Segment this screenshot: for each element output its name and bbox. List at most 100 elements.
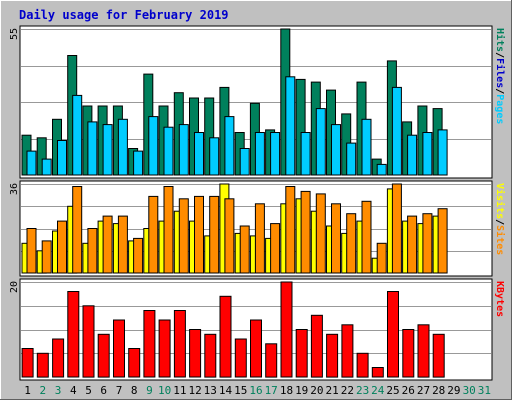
bar-sites-day-23 <box>361 200 372 274</box>
x-tick-label-day-19: 19 <box>295 384 308 397</box>
bar-kbytes-day-3 <box>52 338 65 378</box>
bar-kbytes-day-2 <box>36 352 49 378</box>
bar-sites-day-1 <box>26 228 37 274</box>
bar-kbytes-day-1 <box>21 348 34 378</box>
bar-files-day-19 <box>300 132 311 176</box>
bar-sites-day-15 <box>239 225 250 274</box>
bar-kbytes-day-9 <box>143 310 156 378</box>
bar-sites-day-19 <box>300 190 311 274</box>
bar-kbytes-day-25 <box>387 291 399 378</box>
bar-kbytes-day-11 <box>173 310 186 378</box>
x-tick-label-day-17: 17 <box>265 384 278 397</box>
bar-files-day-1 <box>26 150 37 176</box>
x-tick-label-day-26: 26 <box>402 384 415 397</box>
bar-kbytes-day-13 <box>204 333 217 378</box>
bar-sites-day-27 <box>422 213 433 274</box>
bar-sites-day-13 <box>209 195 220 274</box>
bar-sites-day-11 <box>178 198 189 274</box>
bar-files-day-13 <box>209 137 220 176</box>
bar-sites-day-7 <box>117 215 128 274</box>
x-tick-label-day-29: 29 <box>447 384 460 397</box>
bar-kbytes-day-22 <box>341 324 354 378</box>
bar-kbytes-day-17 <box>265 343 278 378</box>
bar-sites-day-18 <box>285 186 296 274</box>
bar-kbytes-day-7 <box>113 319 125 378</box>
bar-files-day-28 <box>437 129 448 176</box>
bar-files-day-21 <box>331 124 341 176</box>
x-tick-label-day-25: 25 <box>386 384 399 397</box>
legend-separator: / <box>494 52 505 58</box>
bar-kbytes-day-15 <box>234 338 247 378</box>
bar-kbytes-day-5 <box>82 305 95 378</box>
legend-sites: Sites <box>494 225 506 255</box>
bar-sites-day-21 <box>331 203 341 274</box>
bar-files-day-10 <box>163 126 174 176</box>
bar-kbytes-day-6 <box>97 333 110 378</box>
bar-sites-day-24 <box>376 242 387 274</box>
chart-title: Daily usage for February 2019 <box>19 8 229 22</box>
legend-separator: / <box>494 219 505 225</box>
bar-files-day-12 <box>194 132 204 176</box>
bar-files-day-5 <box>87 121 98 176</box>
bar-kbytes-day-20 <box>310 314 323 378</box>
bar-kbytes-day-10 <box>158 319 171 378</box>
x-tick-label-day-20: 20 <box>310 384 323 397</box>
x-tick-label-day-23: 23 <box>356 384 369 397</box>
panel-hits-files-legend: Hits/Files/Pages <box>494 28 506 124</box>
bar-kbytes-day-26 <box>402 329 415 378</box>
x-tick-label-day-9: 9 <box>146 384 153 397</box>
x-tick-label-day-10: 10 <box>158 384 171 397</box>
bar-files-day-7 <box>117 118 128 176</box>
x-tick-label-day-11: 11 <box>173 384 186 397</box>
bar-kbytes-day-24 <box>371 367 384 378</box>
legend-pages: Pages <box>494 94 505 124</box>
legend-files: Files <box>494 58 506 88</box>
bar-files-day-22 <box>346 142 357 176</box>
panel-kbytes-legend: KBytes <box>494 281 505 317</box>
bar-sites-day-25 <box>391 183 402 274</box>
bar-kbytes-day-23 <box>356 352 369 378</box>
x-tick-label-day-31: 31 <box>478 384 491 397</box>
x-tick-label-day-5: 5 <box>85 384 92 397</box>
bar-kbytes-day-19 <box>295 329 308 378</box>
x-tick-label-day-30: 30 <box>463 384 476 397</box>
x-tick-label-day-4: 4 <box>70 384 77 397</box>
bar-files-day-8 <box>133 150 144 176</box>
bar-sites-day-8 <box>133 237 144 274</box>
bar-files-day-27 <box>422 132 433 176</box>
bar-files-day-11 <box>178 124 189 176</box>
x-tick-label-day-3: 3 <box>55 384 62 397</box>
bar-files-day-2 <box>41 158 52 176</box>
x-tick-label-day-12: 12 <box>188 384 201 397</box>
x-tick-label-day-27: 27 <box>417 384 430 397</box>
bar-sites-day-17 <box>270 223 281 274</box>
x-tick-label-day-22: 22 <box>341 384 354 397</box>
x-tick-label-day-6: 6 <box>100 384 107 397</box>
x-axis-day-labels: 1 2 3 4 5 6 7 8 9 10 11 12 13 14 15 16 17 18 19 20 21 22 23 24 2… <box>24 384 491 397</box>
panel-visits-sites-ymax-label: 36 <box>9 183 20 195</box>
legend-separator: / <box>494 88 505 94</box>
legend-hits: Hits <box>494 28 506 52</box>
legend-visits: Visits <box>494 183 506 219</box>
bar-files-day-6 <box>102 124 113 176</box>
bar-files-day-9 <box>148 116 159 176</box>
bar-kbytes-day-14 <box>219 295 232 378</box>
bar-files-day-4 <box>72 94 83 176</box>
bar-sites-day-14 <box>224 198 235 274</box>
bar-sites-day-16 <box>254 203 265 274</box>
x-tick-label-day-2: 2 <box>39 384 46 397</box>
bar-files-day-16 <box>254 132 265 176</box>
bar-kbytes-day-21 <box>326 333 339 378</box>
bar-kbytes-day-8 <box>128 348 141 378</box>
bar-kbytes-day-18 <box>280 281 293 378</box>
x-tick-label-day-14: 14 <box>219 384 233 397</box>
bar-sites-day-28 <box>437 208 448 274</box>
bar-files-day-25 <box>391 86 402 176</box>
panel-kbytes-ymax-label: 20 <box>9 281 20 293</box>
x-tick-label-day-13: 13 <box>204 384 217 397</box>
bar-kbytes-day-28 <box>432 333 445 378</box>
x-tick-label-day-8: 8 <box>131 384 138 397</box>
bar-sites-day-9 <box>148 195 159 274</box>
bar-sites-day-20 <box>315 193 326 274</box>
